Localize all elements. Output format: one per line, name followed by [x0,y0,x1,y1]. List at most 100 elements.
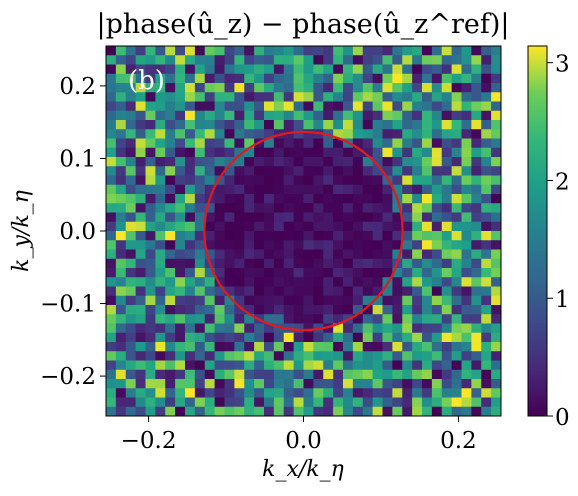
heatmap-cell [155,203,166,214]
heatmap-cell [402,92,413,103]
heatmap-cell [244,138,255,149]
heatmap-cell [461,175,472,186]
heatmap-cell [293,129,305,140]
heatmap-cell [244,379,255,389]
heatmap-cell [303,314,314,325]
heatmap-cell [422,138,433,149]
heatmap-cell [165,258,176,269]
heatmap-cell [303,221,314,232]
heatmap-cell [392,369,403,380]
heatmap-cell [175,175,186,186]
heatmap-cell [422,397,433,408]
heatmap-cell [293,110,305,121]
heatmap-cell [194,157,206,167]
heatmap-cell [244,314,255,325]
heatmap-cell [491,138,501,149]
heatmap-cell [125,360,137,371]
heatmap-cell [382,203,393,214]
heatmap-cell [204,286,216,297]
heatmap-cell [234,194,245,204]
heatmap-cell [125,258,137,269]
heatmap-cell [352,120,364,130]
heatmap-cell [481,73,492,84]
heatmap-cell [155,231,166,241]
heatmap-cell [145,166,156,177]
heatmap-cell [135,379,147,389]
heatmap-cell [343,92,354,103]
y-axis: −0.2−0.10.00.10.2 [40,74,106,390]
heatmap-cell [382,360,393,371]
chart-title: |phase(û_z) − phase(û_z^ref)| [96,9,509,40]
heatmap-cell [461,212,472,223]
heatmap-cell [293,64,305,75]
heatmap-cell [303,166,314,177]
heatmap-cell [165,73,176,84]
heatmap-cell [185,64,196,75]
heatmap-cell [362,314,374,325]
heatmap-cell [214,351,226,362]
heatmap-cell [481,64,492,75]
heatmap-cell [392,286,403,297]
heatmap-cell [135,129,147,140]
heatmap-cell [264,305,275,315]
heatmap-cell [155,166,166,177]
heatmap-cell [412,129,423,140]
heatmap-cell [431,129,443,140]
x-tick-label: 0.0 [285,428,322,454]
heatmap-cell [372,305,384,315]
heatmap-cell [352,277,364,288]
heatmap-cell [382,166,393,177]
heatmap-cell [185,46,196,56]
heatmap-cell [224,46,235,56]
heatmap-cell [392,397,403,408]
colorbar-tick-label: 2 [555,169,570,195]
heatmap-cell [155,221,166,232]
heatmap-cell [392,92,403,103]
heatmap-cell [293,351,305,362]
heatmap-cell [244,360,255,371]
heatmap-cell [422,221,433,232]
heatmap-cell [313,73,324,84]
heatmap-cell [155,157,166,167]
heatmap-cell [293,194,305,204]
heatmap-cell [175,332,186,343]
heatmap-cell [372,120,384,130]
y-tick-label: 0.1 [59,146,96,172]
heatmap-cell [145,129,156,140]
heatmap-cell [362,120,374,130]
heatmap-cell [194,406,206,416]
y-axis-label: k_y/k_η [9,190,34,272]
heatmap-cell [283,332,295,343]
heatmap-cell [491,397,501,408]
heatmap-cell [283,351,295,362]
heatmap-cell [214,46,226,56]
heatmap-cell [352,203,364,214]
heatmap-cell [471,203,482,214]
heatmap-cell [382,379,393,389]
heatmap-cell [431,83,443,93]
heatmap-cell [254,175,265,186]
heatmap-cell [343,342,354,352]
heatmap-cell [313,194,324,204]
heatmap-cell [412,295,423,306]
heatmap-cell [115,46,127,56]
heatmap-cell [392,305,403,315]
heatmap-cell [145,351,156,362]
heatmap-cell [382,295,393,306]
heatmap-cell [214,129,226,140]
heatmap-cell [194,73,206,84]
heatmap-cell [254,277,265,288]
heatmap-cell [451,101,463,112]
heatmap-cell [135,342,147,352]
heatmap-cell [234,221,245,232]
heatmap-cell [303,397,314,408]
heatmap-cell [135,212,147,223]
heatmap-cell [402,342,413,352]
heatmap-cell [234,314,245,325]
heatmap-cell [273,175,285,186]
heatmap-cell [323,101,334,112]
heatmap-cell [135,46,147,56]
heatmap-cell [392,83,403,93]
heatmap-cell [461,194,472,204]
heatmap-cell [451,73,463,84]
